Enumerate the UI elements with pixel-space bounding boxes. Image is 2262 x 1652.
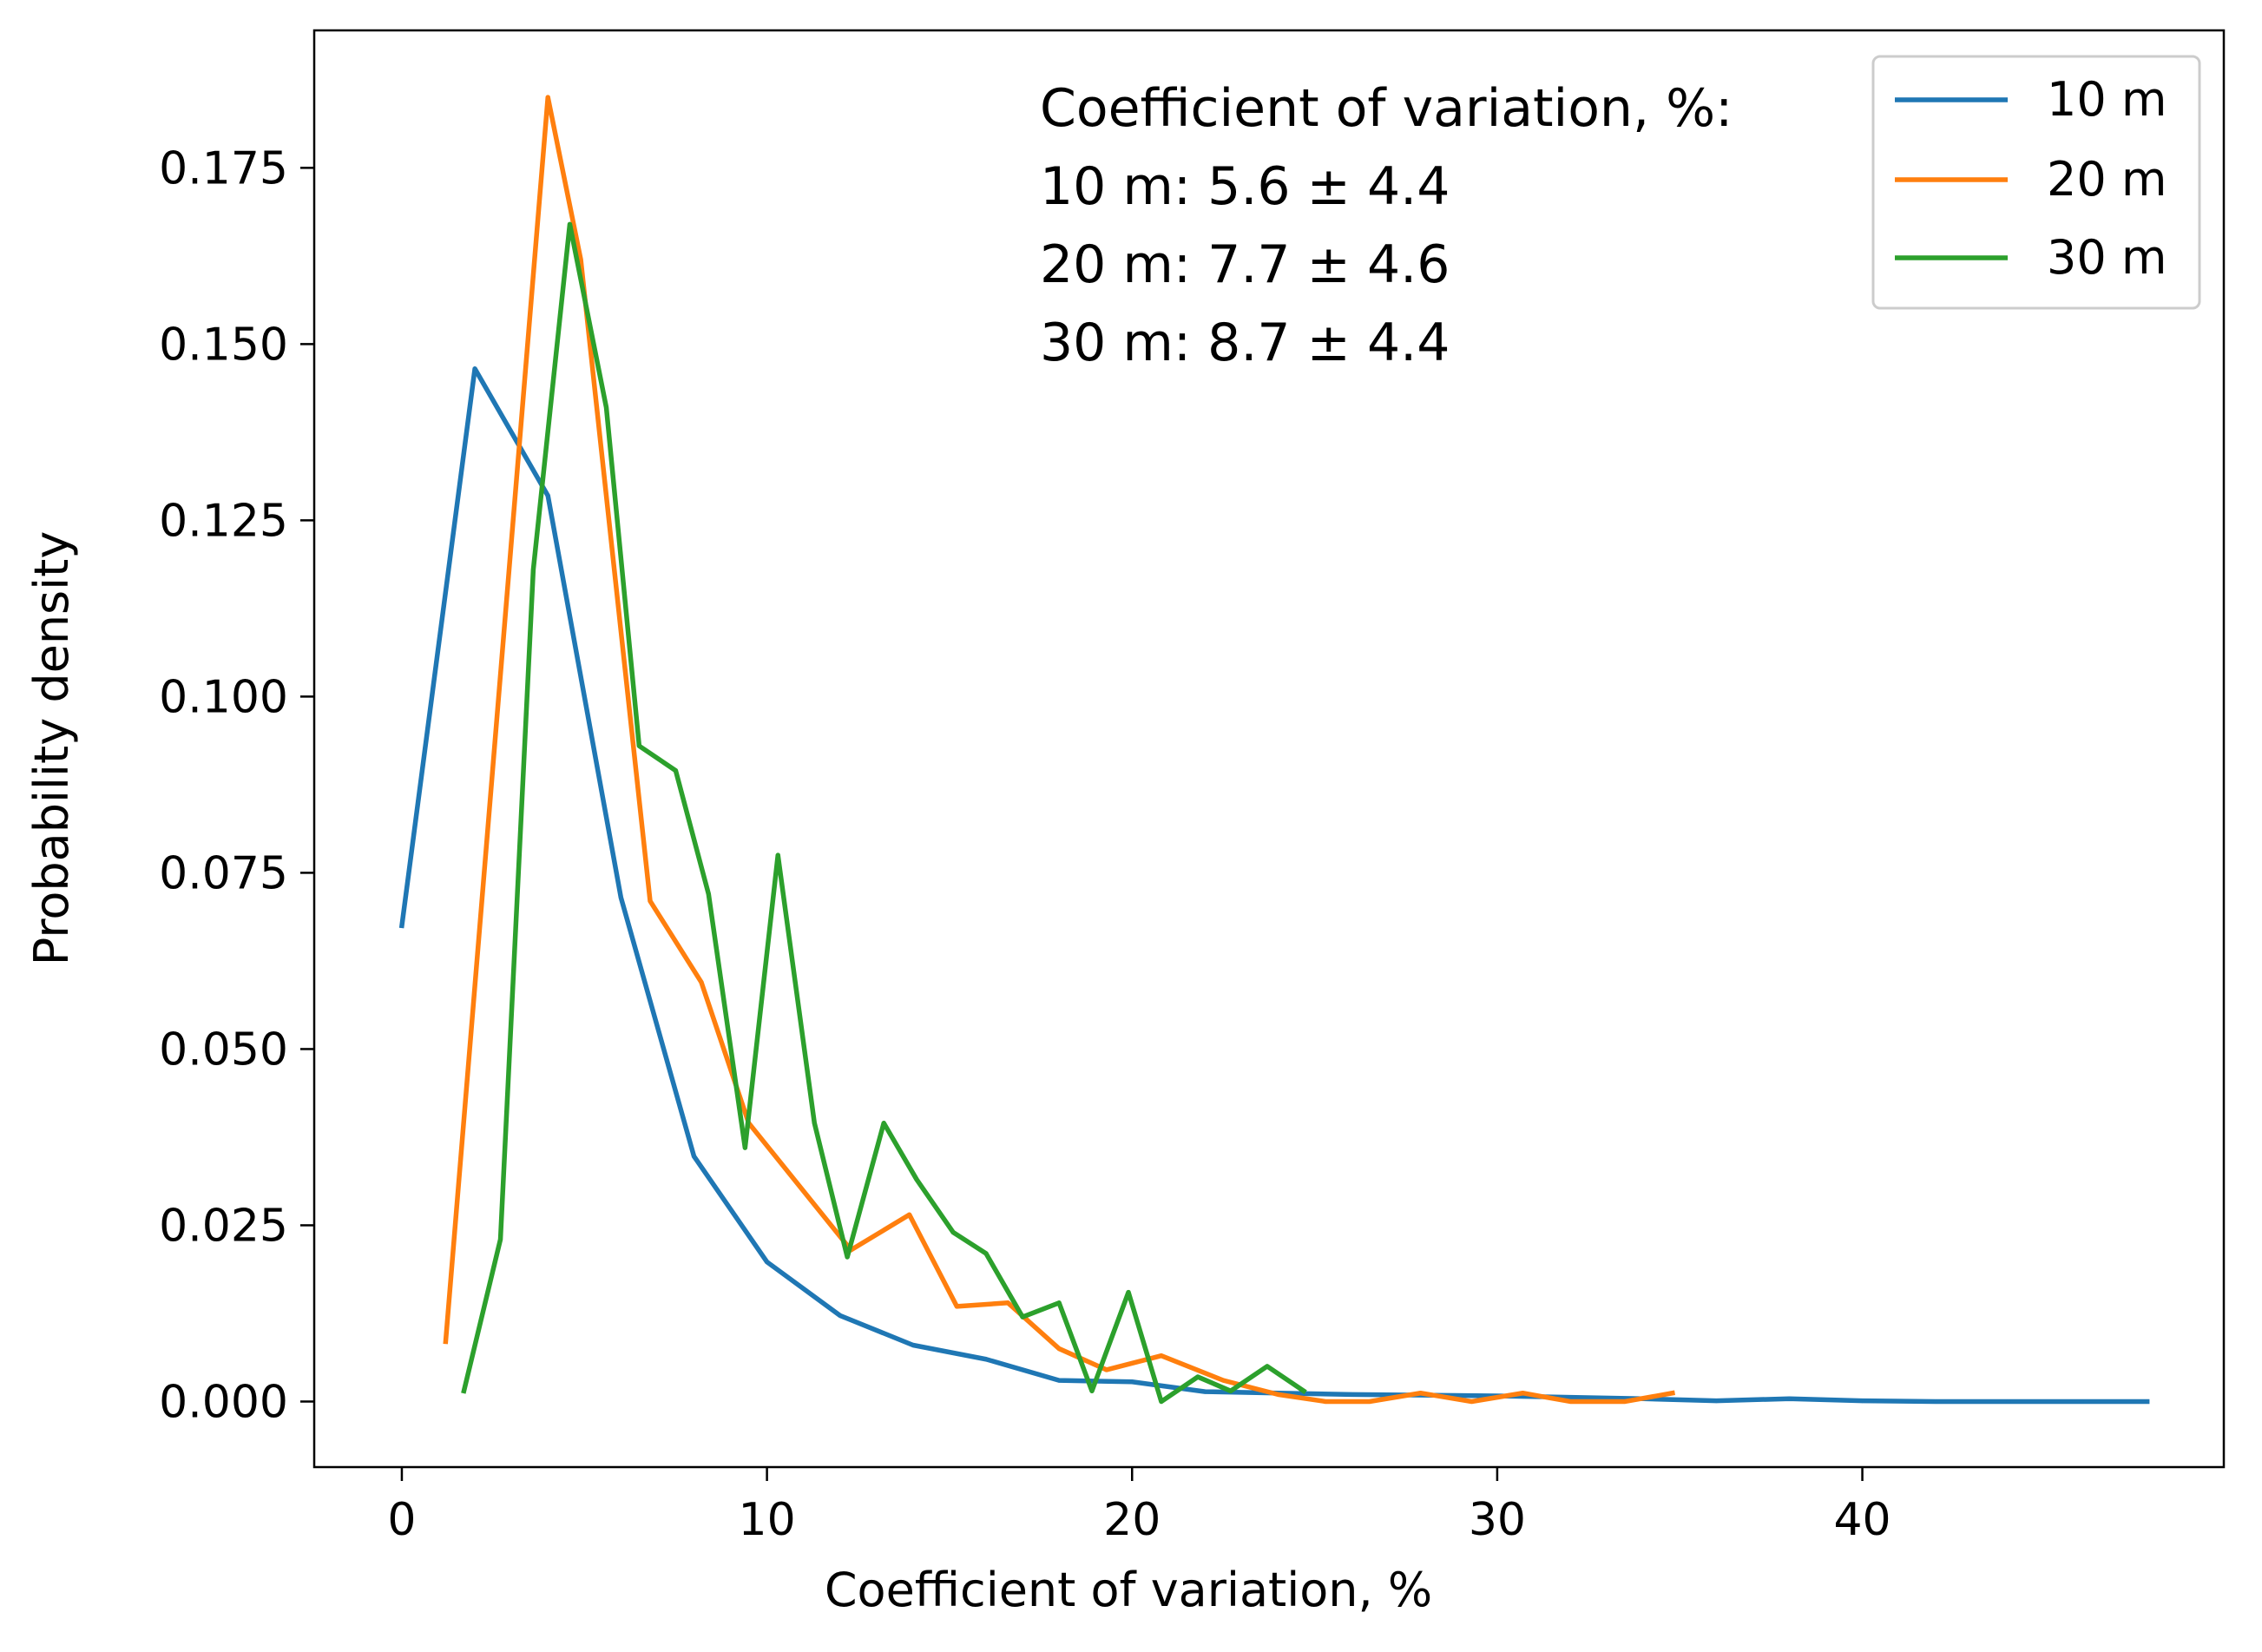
data-point-30m-4 (604, 405, 609, 410)
data-point-10m-10 (1129, 1379, 1134, 1385)
data-point-20m-18 (1469, 1399, 1474, 1404)
annotation-title: Coefficient of variation, %: (1040, 78, 1733, 139)
data-point-20m-12 (1159, 1353, 1164, 1359)
x-tick-label-40: 40 (1833, 1494, 1890, 1546)
data-point-20m-17 (1418, 1391, 1424, 1396)
data-point-20m-1 (545, 95, 550, 100)
data-point-20m-13 (1220, 1378, 1226, 1383)
annotation-30m: 30 m: 8.7 ± 4.4 (1040, 313, 1450, 373)
x-tick-label-20: 20 (1103, 1494, 1161, 1546)
data-point-30m-11 (845, 1254, 850, 1260)
data-point-30m-20 (1159, 1399, 1164, 1404)
data-point-10m-19 (1786, 1396, 1792, 1401)
data-point-10m-8 (983, 1357, 989, 1362)
legend: 10 m 20 m 30 m (1871, 55, 2201, 310)
data-point-20m-8 (954, 1304, 959, 1309)
y-tick-label-0.100: 0.100 (159, 671, 288, 723)
series-layer (398, 95, 2150, 1405)
data-point-20m-7 (907, 1212, 912, 1217)
data-point-20m-11 (1104, 1367, 1109, 1372)
data-point-20m-15 (1323, 1399, 1328, 1404)
data-point-10m-9 (1056, 1378, 1062, 1383)
data-point-20m-4 (699, 979, 704, 984)
y-axis: 0.000 0.025 0.050 0.075 0.100 0.125 0.150 0.175 (159, 142, 314, 1428)
data-point-30m-15 (983, 1251, 989, 1256)
data-point-30m-2 (530, 567, 536, 572)
data-point-30m-18 (1089, 1388, 1095, 1393)
data-point-20m-21 (1622, 1399, 1627, 1404)
x-tick-label-10: 10 (739, 1494, 796, 1546)
data-point-10m-21 (1933, 1399, 1938, 1404)
y-tick-label-0.075: 0.075 (159, 847, 288, 899)
data-point-10m-1 (472, 366, 477, 372)
data-point-30m-8 (742, 1145, 747, 1150)
legend-label-30m: 30 m (2047, 230, 2167, 285)
y-tick-label-0.025: 0.025 (159, 1200, 288, 1252)
data-point-10m-23 (2079, 1399, 2084, 1404)
x-tick-label-0: 0 (387, 1494, 416, 1546)
data-point-30m-14 (950, 1230, 956, 1235)
x-axis-label: Coefficient of variation, % (825, 1563, 1432, 1617)
data-point-30m-12 (881, 1121, 886, 1126)
x-tick-label-30: 30 (1469, 1494, 1526, 1546)
data-point-20m-10 (1056, 1346, 1062, 1352)
data-point-30m-3 (567, 221, 572, 227)
data-point-30m-22 (1228, 1388, 1233, 1393)
data-point-10m-20 (1860, 1399, 1865, 1404)
y-tick-label-0.125: 0.125 (159, 495, 288, 547)
data-point-30m-16 (1020, 1314, 1025, 1320)
data-point-30m-24 (1301, 1388, 1306, 1393)
data-point-30m-23 (1265, 1364, 1270, 1369)
y-tick-label-0.150: 0.150 (159, 319, 288, 371)
data-point-10m-0 (399, 923, 404, 928)
data-point-20m-14 (1276, 1392, 1281, 1397)
data-point-10m-5 (765, 1260, 770, 1265)
data-point-30m-5 (636, 743, 641, 748)
data-point-10m-11 (1202, 1389, 1207, 1394)
data-point-10m-16 (1568, 1395, 1573, 1400)
data-point-10m-18 (1713, 1399, 1719, 1404)
data-point-30m-19 (1126, 1290, 1131, 1295)
x-axis: 0 10 20 30 40 (387, 1467, 1891, 1546)
y-axis-label: Probability density (24, 531, 79, 966)
legend-box (1871, 55, 2201, 310)
data-point-30m-6 (673, 768, 678, 773)
data-point-20m-2 (578, 257, 583, 262)
legend-label-20m: 20 m (2047, 152, 2167, 207)
data-point-20m-9 (1005, 1300, 1010, 1306)
data-point-30m-9 (775, 852, 780, 858)
data-point-20m-22 (1670, 1391, 1675, 1396)
data-point-20m-19 (1520, 1391, 1525, 1396)
data-point-10m-13 (1349, 1392, 1354, 1397)
data-point-10m-6 (838, 1313, 843, 1318)
data-point-10m-2 (545, 493, 550, 498)
data-point-30m-0 (461, 1388, 466, 1393)
data-point-30m-1 (498, 1237, 503, 1242)
y-tick-label-0.050: 0.050 (159, 1023, 288, 1076)
annotation-20m: 20 m: 7.7 ± 4.6 (1040, 234, 1450, 295)
data-point-10m-4 (691, 1154, 696, 1159)
data-point-30m-21 (1195, 1374, 1200, 1379)
data-point-10m-7 (911, 1343, 916, 1348)
data-point-20m-20 (1568, 1399, 1573, 1404)
y-tick-label-0.175: 0.175 (159, 142, 288, 194)
data-point-10m-3 (618, 895, 623, 900)
plot-frame (312, 29, 2226, 1469)
data-point-10m-22 (2006, 1399, 2011, 1404)
data-point-30m-10 (812, 1121, 817, 1126)
y-tick-label-0.000: 0.000 (159, 1376, 288, 1428)
legend-label-10m: 10 m (2047, 72, 2167, 127)
data-point-20m-0 (443, 1339, 448, 1344)
annotation-block: Coefficient of variation, %: 10 m: 5.6 ±… (1040, 78, 1733, 373)
data-point-20m-16 (1367, 1399, 1372, 1404)
data-point-30m-7 (706, 892, 711, 897)
data-point-10m-24 (2145, 1399, 2150, 1404)
data-point-30m-13 (914, 1177, 919, 1182)
annotation-10m: 10 m: 5.6 ± 4.4 (1040, 156, 1450, 217)
data-point-30m-17 (1056, 1300, 1062, 1306)
data-point-20m-3 (648, 898, 653, 904)
